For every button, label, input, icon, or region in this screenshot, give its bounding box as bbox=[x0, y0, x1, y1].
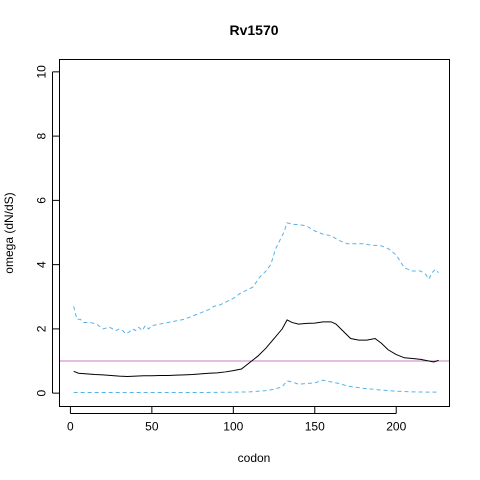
y-axis: 0 2 4 6 8 10 bbox=[35, 65, 60, 396]
x-tick-label: 100 bbox=[223, 420, 243, 434]
y-axis-label: omega (dN/dS) bbox=[2, 192, 16, 273]
series-line-lower-bound bbox=[73, 379, 439, 394]
x-tick-label: 200 bbox=[386, 420, 406, 434]
x-axis-label: codon bbox=[238, 451, 271, 465]
x-tick-label: 0 bbox=[67, 420, 74, 434]
chart-title: Rv1570 bbox=[229, 22, 278, 38]
x-tick-label: 150 bbox=[305, 420, 325, 434]
y-tick-label: 2 bbox=[35, 325, 49, 332]
series-line-omega bbox=[73, 319, 439, 377]
y-tick-label: 10 bbox=[35, 65, 49, 79]
plot-lines bbox=[59, 222, 450, 394]
x-axis: 0 50 100 150 200 bbox=[67, 406, 407, 434]
y-tick-label: 8 bbox=[35, 132, 49, 139]
plot-frame bbox=[59, 59, 450, 407]
series-line-upper-bound bbox=[73, 222, 439, 335]
x-tick-label: 50 bbox=[145, 420, 159, 434]
y-tick-label: 0 bbox=[35, 389, 49, 396]
y-tick-label: 6 bbox=[35, 197, 49, 204]
y-tick-label: 4 bbox=[35, 261, 49, 268]
